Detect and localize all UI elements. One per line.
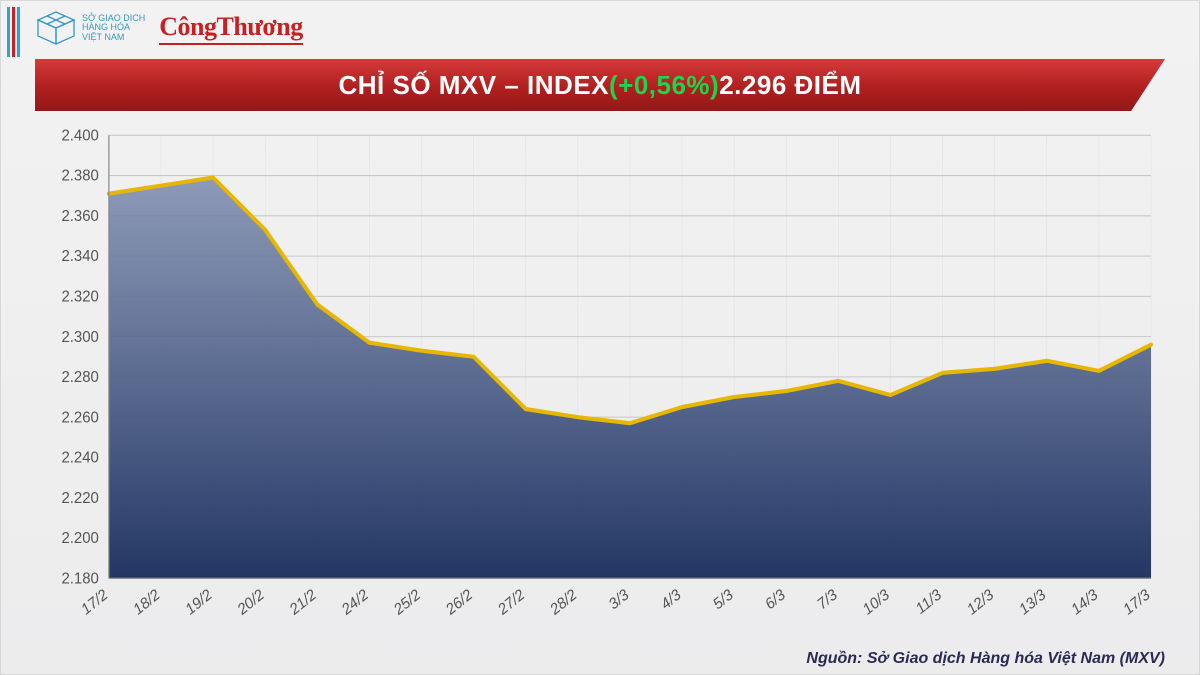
svg-text:2.240: 2.240 bbox=[61, 449, 98, 466]
svg-text:2.400: 2.400 bbox=[61, 127, 98, 144]
mxv-logo: SỞ GIAO DỊCH HÀNG HÓA VIỆT NAM bbox=[36, 11, 145, 45]
svg-text:5/3: 5/3 bbox=[710, 586, 737, 613]
svg-text:25/2: 25/2 bbox=[390, 586, 424, 619]
svg-text:2.380: 2.380 bbox=[61, 168, 98, 185]
congthuong-logo: CôngThương bbox=[159, 12, 303, 45]
title-change: (+0,56%) bbox=[609, 70, 719, 101]
svg-text:28/2: 28/2 bbox=[546, 586, 580, 619]
svg-text:13/3: 13/3 bbox=[1016, 586, 1050, 618]
svg-text:24/2: 24/2 bbox=[338, 586, 372, 619]
mxv-index-chart: 2.180 2.200 2.220 2.240 2.260 2.280 2.300 2.320… bbox=[41, 125, 1159, 640]
svg-text:19/2: 19/2 bbox=[182, 586, 216, 618]
svg-text:3/3: 3/3 bbox=[606, 586, 633, 613]
title-bar: CHỈ SỐ MXV – INDEX (+0,56%) 2.296 ĐIỂM bbox=[35, 59, 1165, 111]
svg-text:2.260: 2.260 bbox=[61, 409, 98, 426]
svg-text:26/2: 26/2 bbox=[442, 586, 476, 619]
svg-text:2.200: 2.200 bbox=[61, 530, 98, 547]
svg-text:17/3: 17/3 bbox=[1120, 586, 1154, 618]
svg-text:2.280: 2.280 bbox=[61, 369, 98, 386]
title-prefix: CHỈ SỐ MXV – INDEX bbox=[338, 70, 609, 101]
svg-text:2.360: 2.360 bbox=[61, 208, 98, 225]
svg-text:2.180: 2.180 bbox=[61, 570, 98, 587]
svg-text:2.300: 2.300 bbox=[61, 329, 98, 346]
svg-text:17/2: 17/2 bbox=[78, 586, 112, 618]
svg-text:12/3: 12/3 bbox=[964, 586, 998, 618]
mxv-logo-line3: VIỆT NAM bbox=[82, 33, 145, 42]
svg-text:6/3: 6/3 bbox=[762, 586, 789, 613]
svg-text:2.340: 2.340 bbox=[61, 248, 98, 265]
svg-text:7/3: 7/3 bbox=[814, 586, 841, 613]
side-stripe-decor bbox=[7, 7, 27, 57]
svg-text:27/2: 27/2 bbox=[494, 586, 528, 619]
svg-text:14/3: 14/3 bbox=[1068, 586, 1102, 618]
source-label: Nguồn: Sở Giao dịch Hàng hóa Việt Nam (M… bbox=[806, 650, 1165, 668]
svg-text:10/3: 10/3 bbox=[860, 586, 894, 618]
logo-row: SỞ GIAO DỊCH HÀNG HÓA VIỆT NAM CôngThươn… bbox=[36, 7, 303, 49]
svg-text:21/2: 21/2 bbox=[286, 586, 320, 619]
svg-text:11/3: 11/3 bbox=[913, 586, 946, 618]
svg-text:20/2: 20/2 bbox=[234, 586, 268, 619]
mxv-cube-icon bbox=[36, 11, 76, 45]
svg-text:2.220: 2.220 bbox=[61, 490, 98, 507]
title-points: 2.296 ĐIỂM bbox=[719, 70, 861, 101]
svg-text:2.320: 2.320 bbox=[61, 288, 98, 305]
svg-text:18/2: 18/2 bbox=[130, 586, 164, 618]
svg-text:4/3: 4/3 bbox=[658, 586, 685, 613]
